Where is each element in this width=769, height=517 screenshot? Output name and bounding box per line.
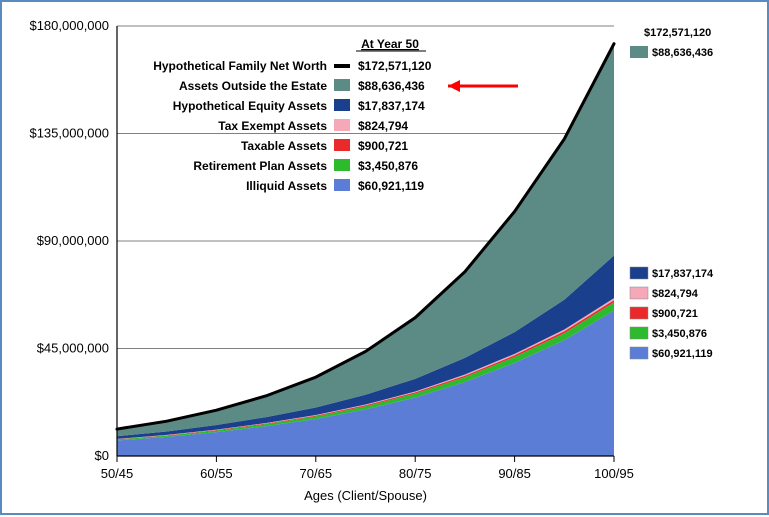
legend-swatch-retirement — [334, 159, 350, 171]
x-tick-label: 70/65 — [300, 466, 333, 481]
y-tick-label: $45,000,000 — [37, 341, 109, 356]
x-tick-label: 50/45 — [101, 466, 134, 481]
legend-header: At Year 50 — [361, 37, 419, 51]
x-axis-label: Ages (Client/Spouse) — [304, 488, 427, 503]
x-tick-label: 100/95 — [594, 466, 634, 481]
side-swatch-illiquid — [630, 347, 648, 359]
legend-label-illiquid: Illiquid Assets — [246, 179, 327, 193]
y-tick-label: $135,000,000 — [29, 126, 109, 141]
legend-label-net-worth: Hypothetical Family Net Worth — [153, 59, 327, 73]
legend-value-outside: $88,636,436 — [358, 79, 425, 93]
legend-label-taxable: Taxable Assets — [241, 139, 327, 153]
legend-value-net-worth: $172,571,120 — [358, 59, 432, 73]
x-tick-label: 80/75 — [399, 466, 432, 481]
legend-swatch-illiquid — [334, 179, 350, 191]
x-tick-label: 60/55 — [200, 466, 233, 481]
legend-swatch-equity — [334, 99, 350, 111]
x-tick-label: 90/85 — [498, 466, 531, 481]
side-label-outside: $88,636,436 — [652, 47, 713, 59]
side-swatch-taxable — [630, 307, 648, 319]
legend-value-illiquid: $60,921,119 — [358, 179, 424, 193]
side-swatch-outside — [630, 46, 648, 58]
side-swatch-taxexempt — [630, 287, 648, 299]
y-tick-label: $0 — [95, 448, 109, 463]
side-label-equity: $17,837,174 — [652, 268, 714, 280]
side-swatch-equity — [630, 267, 648, 279]
legend-label-equity: Hypothetical Equity Assets — [173, 99, 328, 113]
legend-label-taxexempt: Tax Exempt Assets — [218, 119, 327, 133]
side-label-illiquid: $60,921,119 — [652, 348, 713, 360]
side-label-retirement: $3,450,876 — [652, 328, 707, 340]
legend-swatch-taxexempt — [334, 119, 350, 131]
legend-value-retirement: $3,450,876 — [358, 159, 418, 173]
legend-swatch-taxable — [334, 139, 350, 151]
y-tick-label: $180,000,000 — [29, 18, 109, 33]
side-swatch-retirement — [630, 327, 648, 339]
side-label-taxexempt: $824,794 — [652, 288, 699, 300]
y-tick-label: $90,000,000 — [37, 233, 109, 248]
legend-value-taxable: $900,721 — [358, 139, 408, 153]
side-label-taxable: $900,721 — [652, 308, 698, 320]
legend-label-retirement: Retirement Plan Assets — [193, 159, 327, 173]
legend-swatch-outside — [334, 79, 350, 91]
legend-label-outside: Assets Outside the Estate — [179, 79, 327, 93]
legend-value-taxexempt: $824,794 — [358, 119, 408, 133]
legend-value-equity: $17,837,174 — [358, 99, 425, 113]
side-label-net-worth: $172,571,120 — [644, 27, 711, 39]
